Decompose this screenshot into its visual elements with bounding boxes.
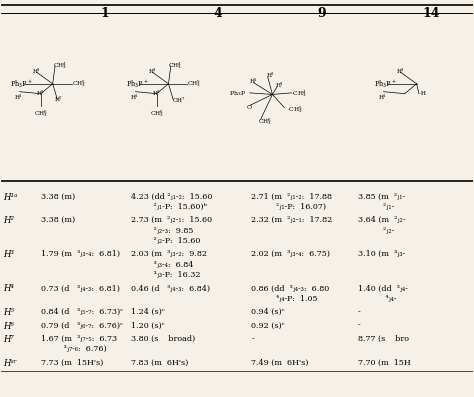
Text: 0.73 (d   ³ⱼ₄-₃:  6.81): 0.73 (d ³ⱼ₄-₃: 6.81) [41,284,120,292]
Text: H⁷: H⁷ [3,335,14,344]
Text: 7.73 (m  15H's): 7.73 (m 15H's) [41,359,103,367]
Text: ·CH$_3^4$: ·CH$_3^4$ [292,88,307,99]
Text: 3.10 (m  ³ⱼ₃-: 3.10 (m ³ⱼ₃- [357,251,405,258]
Text: H³: H³ [148,69,155,73]
Text: H²: H² [266,73,274,78]
Text: Ph$_3$P$^+$: Ph$_3$P$^+$ [10,78,33,89]
Text: H⁷: H⁷ [55,97,63,102]
Text: ²ⱼ₁-: ²ⱼ₁- [357,203,394,211]
Text: H¹: H¹ [15,95,22,100]
Text: CH$_3^6$: CH$_3^6$ [258,116,272,127]
Text: H³: H³ [276,83,283,88]
Text: CH$_3^5$: CH$_3^5$ [187,78,201,89]
Text: H⁴: H⁴ [3,284,14,293]
Text: H²: H² [3,216,14,225]
Text: 1.67 (m  ³ⱼ₇-₅:  6.73: 1.67 (m ³ⱼ₇-₅: 6.73 [41,335,117,343]
Text: 3.38 (m): 3.38 (m) [41,193,75,200]
Text: 2.73 (m  ²ⱼ₂-₁:  15.60: 2.73 (m ²ⱼ₂-₁: 15.60 [131,216,212,224]
Text: OH⁷: OH⁷ [172,98,185,103]
Bar [0,3,474,181]
Text: 7.70 (m  15H: 7.70 (m 15H [357,359,410,367]
Text: H²: H² [153,91,160,96]
Text: 0.79 (d   ³ⱼ₆-₇:  6.76)ᶜ: 0.79 (d ³ⱼ₆-₇: 6.76)ᶜ [41,322,123,330]
Text: -: - [251,335,254,343]
Text: ⁴ⱼ₄-P:  1.05: ⁴ⱼ₄-P: 1.05 [251,295,318,303]
Text: ²ⱼ₂-: ²ⱼ₂- [357,227,394,235]
Text: 7.83 (m  6H's): 7.83 (m 6H's) [131,359,188,367]
Text: CH$_3^5$: CH$_3^5$ [72,78,86,89]
Text: 2.02 (m  ³ⱼ₃-₄:  6.75): 2.02 (m ³ⱼ₃-₄: 6.75) [251,251,330,258]
Text: 1.40 (dd  ³ⱼ₄-: 1.40 (dd ³ⱼ₄- [357,284,407,292]
Text: -: - [357,322,360,330]
Text: 0.86 (dd  ³ⱼ₄-₃:  6.80: 0.86 (dd ³ⱼ₄-₃: 6.80 [251,284,329,292]
Text: H⁶: H⁶ [3,322,14,331]
Text: ²ⱼ₂-P:  15.60: ²ⱼ₂-P: 15.60 [131,237,200,245]
Text: ³ⱼ₇-₆:  6.76): ³ⱼ₇-₆: 6.76) [41,345,107,353]
Text: H³: H³ [3,251,14,259]
Text: ³ⱼ₃-₄:  6.84: ³ⱼ₃-₄: 6.84 [131,260,193,269]
Text: 3.38 (m): 3.38 (m) [41,216,75,224]
Text: Hᵃʳ: Hᵃʳ [3,359,17,368]
Text: 2.03 (m  ³ⱼ₃-₂:  9.82: 2.03 (m ³ⱼ₃-₂: 9.82 [131,251,207,258]
Text: ⁴ⱼ₄-: ⁴ⱼ₄- [357,295,396,303]
Text: ²ⱼ₂-₃:  9.85: ²ⱼ₂-₃: 9.85 [131,227,193,235]
Text: H³: H³ [32,69,40,73]
Text: 1.79 (m  ³ⱼ₃-₄:  6.81): 1.79 (m ³ⱼ₃-₄: 6.81) [41,251,120,258]
Text: H¹ᵃ: H¹ᵃ [3,193,18,202]
Text: 3.85 (m  ²ⱼ₁-: 3.85 (m ²ⱼ₁- [357,193,405,200]
Text: CH$_3^4$: CH$_3^4$ [168,61,182,71]
Text: 1.24 (s)ᶜ: 1.24 (s)ᶜ [131,308,164,316]
Text: 9: 9 [318,8,327,20]
Text: 0.92 (s)ᶜ: 0.92 (s)ᶜ [251,322,285,330]
Text: H²: H² [37,91,45,96]
Text: Ph$_3$P$^+$: Ph$_3$P$^+$ [126,78,149,89]
Text: 2.71 (m  ²ⱼ₁-₂:  17.88: 2.71 (m ²ⱼ₁-₂: 17.88 [251,193,332,200]
Text: Ph$_3$P: Ph$_3$P [229,89,246,98]
Text: 0.46 (d   ³ⱼ₄-₃:  6.84): 0.46 (d ³ⱼ₄-₃: 6.84) [131,284,210,292]
Text: ·CH$_3^5$: ·CH$_3^5$ [287,104,302,115]
Text: CH$_3^4$: CH$_3^4$ [53,61,67,71]
Text: 0.94 (s)ᶜ: 0.94 (s)ᶜ [251,308,285,316]
Text: -: - [357,308,360,316]
Text: H¹: H¹ [250,79,257,84]
Text: ²ⱼ₁-P:  15.60)ᵇ: ²ⱼ₁-P: 15.60)ᵇ [131,203,207,211]
Text: Ph$_3$P$^+$: Ph$_3$P$^+$ [374,78,397,89]
Text: 4: 4 [214,8,222,20]
Text: 1: 1 [100,8,109,20]
Text: H⁵: H⁵ [3,308,14,317]
Text: 3.64 (m  ²ⱼ₂-: 3.64 (m ²ⱼ₂- [357,216,405,224]
Text: ³ⱼ₃-P:  16.32: ³ⱼ₃-P: 16.32 [131,271,200,279]
Text: 3.80 (s    broad): 3.80 (s broad) [131,335,195,343]
Text: 7.49 (m  6H's): 7.49 (m 6H's) [251,359,309,367]
Text: 14: 14 [422,8,439,20]
Text: 0.84 (d   ³ⱼ₅-₇:  6.73)ᶜ: 0.84 (d ³ⱼ₅-₇: 6.73)ᶜ [41,308,123,316]
Text: O: O [246,105,251,110]
Text: 4.23 (dd ²ⱼ₁-₂:  15.60: 4.23 (dd ²ⱼ₁-₂: 15.60 [131,193,212,200]
Text: CH$_3^6$: CH$_3^6$ [34,108,48,119]
Text: ²ⱼ₁-P:  16.07): ²ⱼ₁-P: 16.07) [251,203,326,211]
Text: 2.32 (m  ²ⱼ₂-₁:  17.82: 2.32 (m ²ⱼ₂-₁: 17.82 [251,216,332,224]
Text: 8.77 (s    bro: 8.77 (s bro [357,335,409,343]
Text: ·H: ·H [419,91,426,96]
Text: CH$_3^6$: CH$_3^6$ [150,108,164,119]
Text: H¹: H¹ [379,95,386,100]
Text: 1.20 (s)ᶜ: 1.20 (s)ᶜ [131,322,164,330]
Text: H³: H³ [396,69,404,73]
Text: H¹: H¹ [131,95,138,100]
